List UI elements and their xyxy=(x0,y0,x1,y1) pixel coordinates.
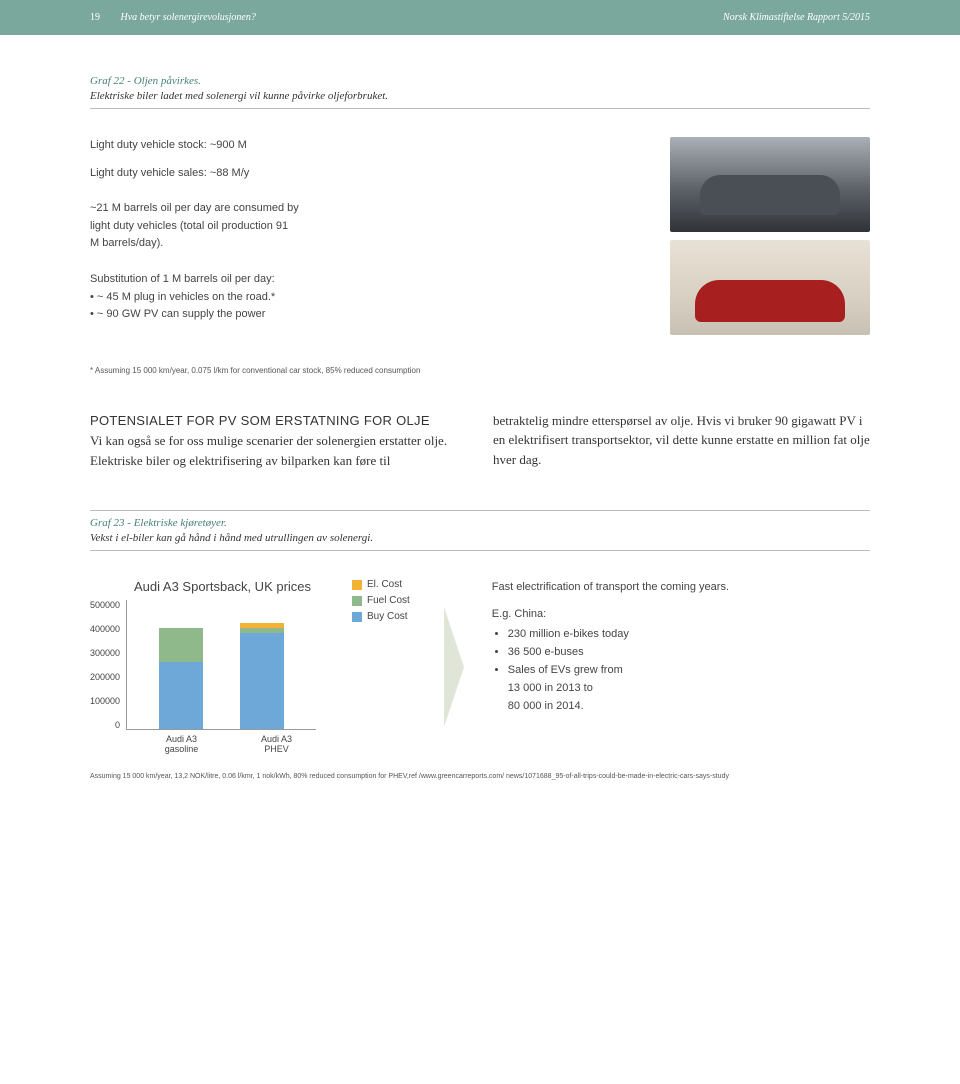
divider xyxy=(90,108,870,109)
text-line: Fast electrification of transport the co… xyxy=(492,579,870,596)
text-line: light duty vehicles (total oil productio… xyxy=(90,218,630,236)
figure-2: Audi A3 Sportsback, UK prices 500000 4000… xyxy=(90,579,870,754)
legend-item: Buy Cost xyxy=(352,611,410,622)
bar-segment-buy xyxy=(159,662,203,730)
figure-2-footnote: Assuming 15 000 km/year, 13,2 NOK/litre,… xyxy=(90,772,870,782)
graf22-subtitle: Elektriske biler ladet med solenergi vil… xyxy=(90,90,870,102)
figure-1-text: Light duty vehicle stock: ~900 M Light d… xyxy=(90,137,630,342)
text-line: Light duty vehicle stock: ~900 M xyxy=(90,137,630,155)
header-right: Norsk Klimastiftelse Rapport 5/2015 xyxy=(723,12,870,23)
x-tick: Audi A3 PHEV xyxy=(252,734,302,754)
legend-item: Fuel Cost xyxy=(352,595,410,606)
y-tick: 0 xyxy=(90,720,120,730)
x-tick: Audi A3 gasoline xyxy=(157,734,207,754)
car-image-audi xyxy=(670,137,870,232)
bar-chart: Audi A3 Sportsback, UK prices 500000 4000… xyxy=(90,579,324,754)
text-line: ~21 M barrels oil per day are consumed b… xyxy=(90,200,630,218)
graf23-label: Graf 23 - Elektriske kjøretøyer. xyxy=(90,517,870,529)
text-line: 13 000 in 2013 to xyxy=(508,680,870,697)
body-col-left: POTENSIALET FOR PV SOM ERSTATNING FOR OL… xyxy=(90,411,467,471)
legend-swatch xyxy=(352,580,362,590)
fig1-block2: ~21 M barrels oil per day are consumed b… xyxy=(90,200,630,253)
text-line: M barrels/day). xyxy=(90,235,630,253)
bullet: • ~ 45 M plug in vehicles on the road.* xyxy=(90,289,630,307)
bullet: 230 million e-bikes today xyxy=(508,626,870,643)
legend-label: Buy Cost xyxy=(367,611,408,622)
body-text: Vi kan også se for oss mulige scenarier … xyxy=(90,433,447,468)
chart-bar xyxy=(240,623,284,730)
divider xyxy=(90,510,870,511)
body-columns: POTENSIALET FOR PV SOM ERSTATNING FOR OL… xyxy=(90,411,870,471)
legend-swatch xyxy=(352,596,362,606)
graf22-label: Graf 22 - Oljen påvirkes. xyxy=(90,75,870,87)
divider xyxy=(90,550,870,551)
chart-legend: El. Cost Fuel Cost Buy Cost xyxy=(352,579,410,622)
section-title: POTENSIALET FOR PV SOM ERSTATNING FOR OL… xyxy=(90,411,467,431)
chart-plot xyxy=(126,600,316,730)
figure-1: Light duty vehicle stock: ~900 M Light d… xyxy=(90,137,870,342)
legend-label: Fuel Cost xyxy=(367,595,410,606)
bar-segment-fuel xyxy=(159,628,203,662)
page-header: 19 Hva betyr solenergirevolusjonen? Nors… xyxy=(0,0,960,35)
header-left: 19 Hva betyr solenergirevolusjonen? xyxy=(90,12,256,23)
graf23-subtitle: Vekst i el-biler kan gå hånd i hånd med … xyxy=(90,532,870,544)
bullet: 36 500 e-buses xyxy=(508,644,870,661)
legend-item: El. Cost xyxy=(352,579,410,590)
body-col-right: betraktelig mindre etterspørsel av olje.… xyxy=(493,411,870,471)
text-line: Substitution of 1 M barrels oil per day: xyxy=(90,271,630,289)
y-tick: 100000 xyxy=(90,696,120,706)
chart-x-axis: Audi A3 gasoline Audi A3 PHEV xyxy=(134,734,324,754)
chart-y-axis: 500000 400000 300000 200000 100000 0 xyxy=(90,600,120,730)
figure-1-images xyxy=(670,137,870,335)
page-number: 19 xyxy=(90,12,100,23)
y-tick: 200000 xyxy=(90,672,120,682)
body-text: betraktelig mindre etterspørsel av olje.… xyxy=(493,413,870,467)
fig1-block3: Substitution of 1 M barrels oil per day:… xyxy=(90,271,630,324)
text-line: 80 000 in 2014. xyxy=(508,698,870,715)
car-image-tesla xyxy=(670,240,870,335)
y-tick: 500000 xyxy=(90,600,120,610)
text-line: E.g. China: xyxy=(492,606,870,623)
bullet: Sales of EVs grew from xyxy=(508,662,870,679)
chart-bar xyxy=(159,628,203,729)
figure-2-text: Fast electrification of transport the co… xyxy=(492,579,870,714)
page-content: Graf 22 - Oljen påvirkes. Elektriske bil… xyxy=(0,35,960,802)
bullet: • ~ 90 GW PV can supply the power xyxy=(90,306,630,324)
arrow-icon xyxy=(444,607,464,727)
fig1-block1: Light duty vehicle stock: ~900 M Light d… xyxy=(90,137,630,182)
y-tick: 400000 xyxy=(90,624,120,634)
figure-1-footnote: * Assuming 15 000 km/year, 0.075 l/km fo… xyxy=(90,366,870,375)
legend-label: El. Cost xyxy=(367,579,402,590)
bar-segment-buy xyxy=(240,633,284,729)
chart-title: Audi A3 Sportsback, UK prices xyxy=(134,579,324,594)
text-line: Light duty vehicle sales: ~88 M/y xyxy=(90,165,630,183)
legend-swatch xyxy=(352,612,362,622)
doc-title: Hva betyr solenergirevolusjonen? xyxy=(121,12,256,23)
y-tick: 300000 xyxy=(90,648,120,658)
